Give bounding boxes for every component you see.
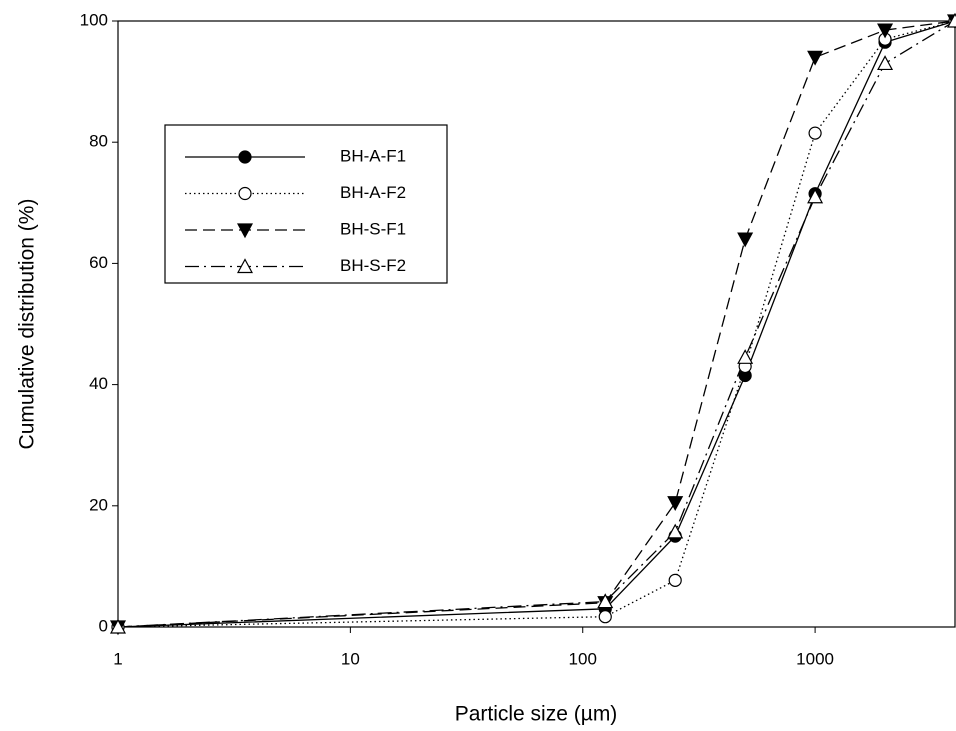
x-tick-label: 10 <box>341 649 360 668</box>
legend-label: BH-S-F2 <box>340 256 406 275</box>
x-tick-label: 1 <box>113 649 122 668</box>
marker <box>808 126 822 140</box>
series-line <box>117 20 956 628</box>
x-tick-label: 100 <box>569 649 597 668</box>
plot-frame <box>117 20 956 628</box>
y-tick-label: 60 <box>89 253 108 272</box>
marker <box>109 618 127 634</box>
legend-marker <box>236 223 254 239</box>
marker <box>668 573 682 587</box>
y-tick-label: 100 <box>80 10 108 29</box>
marker <box>737 349 754 364</box>
marker <box>946 12 956 28</box>
y-tick-label: 80 <box>89 132 108 151</box>
y-axis-title: Cumulative distribution (%) <box>16 199 39 450</box>
legend-label: BH-A-F1 <box>340 146 406 165</box>
marker <box>667 523 684 539</box>
legend-marker <box>236 258 254 274</box>
y-tick-label: 20 <box>89 495 108 514</box>
legend-label: BH-A-F2 <box>340 183 406 202</box>
y-tick-label: 40 <box>89 374 108 393</box>
marker <box>807 188 824 204</box>
legend-marker <box>238 150 252 164</box>
marker <box>807 50 824 66</box>
marker <box>667 496 684 512</box>
x-tick-label: 1000 <box>796 649 834 668</box>
marker <box>597 593 614 609</box>
x-axis-title: Particle size (µm) <box>455 703 618 726</box>
marker <box>598 610 612 624</box>
series-line <box>117 20 956 628</box>
marker <box>877 55 894 71</box>
legend-label: BH-S-F1 <box>340 219 406 238</box>
legend-box <box>164 124 448 284</box>
y-tick-label: 0 <box>99 616 108 635</box>
series-line <box>117 20 956 628</box>
series-line <box>117 20 956 628</box>
marker <box>737 232 754 248</box>
marker <box>877 23 894 39</box>
legend-marker <box>238 186 252 201</box>
